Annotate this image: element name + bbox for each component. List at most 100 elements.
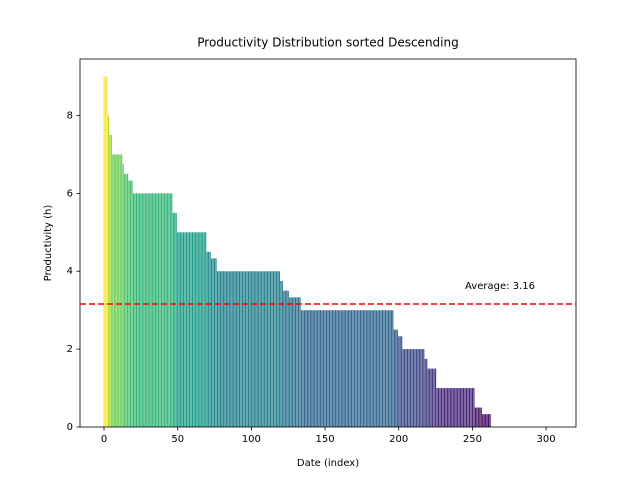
- bar: [415, 349, 418, 427]
- bar: [406, 349, 409, 427]
- bar: [423, 349, 425, 427]
- bar: [482, 414, 484, 427]
- bar: [387, 310, 390, 427]
- bar: [131, 180, 133, 427]
- bar: [107, 115, 110, 427]
- bar: [381, 310, 384, 427]
- bar: [278, 271, 280, 427]
- bar: [378, 310, 381, 427]
- bar: [340, 310, 342, 427]
- bar: [420, 349, 422, 427]
- bar: [283, 290, 285, 427]
- bar: [436, 388, 438, 427]
- bar: [308, 310, 310, 427]
- bar: [312, 310, 314, 427]
- bar: [144, 193, 146, 427]
- bar: [243, 271, 245, 427]
- bar: [367, 310, 369, 427]
- bar: [465, 388, 468, 427]
- bar: [212, 258, 214, 427]
- bar: [462, 388, 465, 427]
- bar: [138, 193, 140, 427]
- bar: [399, 336, 401, 427]
- bar: [396, 329, 398, 427]
- bar: [427, 368, 429, 427]
- bar: [488, 414, 490, 427]
- bar: [172, 212, 174, 427]
- bar: [184, 232, 186, 427]
- bar: [193, 232, 195, 427]
- bar: [294, 297, 297, 427]
- bar: [255, 271, 257, 427]
- bar: [115, 154, 117, 427]
- bar: [140, 193, 142, 427]
- bar: [268, 271, 270, 427]
- bar: [110, 134, 112, 427]
- x-tick-label: 250: [463, 434, 482, 445]
- bar: [225, 271, 227, 427]
- bar: [230, 271, 232, 427]
- bar: [152, 193, 154, 427]
- bar: [265, 271, 267, 427]
- bar: [234, 271, 236, 427]
- bar: [264, 271, 266, 427]
- bar: [327, 310, 329, 427]
- bar: [249, 271, 251, 427]
- x-tick-label: 100: [242, 434, 261, 445]
- bar: [370, 310, 372, 427]
- bar: [228, 271, 230, 427]
- bar: [442, 388, 444, 427]
- bar: [259, 271, 261, 427]
- x-tick-label: 0: [101, 434, 107, 445]
- bar: [271, 271, 273, 427]
- bar: [454, 388, 456, 427]
- bar: [238, 271, 241, 427]
- bar: [244, 271, 247, 427]
- bar: [361, 310, 363, 427]
- bar: [183, 232, 185, 427]
- bar: [262, 271, 264, 427]
- bar: [409, 349, 412, 427]
- y-tick-label: 2: [67, 344, 73, 355]
- bar: [342, 310, 344, 427]
- bar: [343, 310, 345, 427]
- bar: [346, 310, 348, 427]
- bar: [280, 280, 282, 427]
- bar: [174, 212, 176, 427]
- bar: [311, 310, 313, 427]
- bar: [109, 134, 111, 427]
- bar: [443, 388, 446, 427]
- bar: [330, 310, 332, 427]
- bar: [180, 232, 182, 427]
- bar: [383, 310, 385, 427]
- bar: [392, 310, 394, 427]
- bar: [200, 232, 202, 427]
- bar: [296, 297, 298, 427]
- bar: [302, 310, 304, 427]
- bar: [177, 232, 179, 427]
- bar: [303, 310, 306, 427]
- bar: [439, 388, 441, 427]
- bar: [485, 414, 487, 427]
- bar: [188, 232, 191, 427]
- bar: [205, 232, 207, 427]
- bar: [356, 310, 359, 427]
- bar: [414, 349, 416, 427]
- bar: [353, 310, 356, 427]
- bar: [339, 310, 341, 427]
- bar: [390, 310, 392, 427]
- bar: [401, 336, 403, 427]
- bar: [345, 310, 347, 427]
- bar: [421, 349, 423, 427]
- bar: [206, 251, 208, 427]
- bar: [337, 310, 339, 427]
- bar: [202, 232, 204, 427]
- bar: [106, 76, 108, 428]
- bar: [252, 271, 254, 427]
- bar: [429, 368, 431, 427]
- bar: [457, 388, 459, 427]
- bar: [122, 164, 124, 427]
- bar: [305, 310, 307, 427]
- x-tick-label: 150: [316, 434, 335, 445]
- bar: [240, 271, 242, 427]
